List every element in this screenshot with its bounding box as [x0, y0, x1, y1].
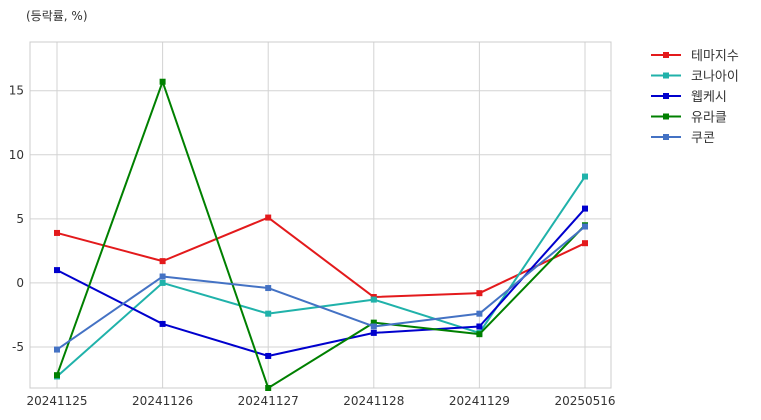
- data-point: [476, 331, 483, 338]
- chart-title: (등락률, %): [26, 9, 88, 23]
- legend-marker: [663, 134, 669, 140]
- y-tick-label: 0: [16, 276, 24, 290]
- y-tick-label: 15: [9, 84, 24, 98]
- data-point: [370, 319, 377, 326]
- legend-entry: 테마지수: [651, 49, 739, 64]
- data-point: [370, 296, 377, 303]
- data-point: [265, 285, 272, 292]
- series-line: [56, 225, 586, 351]
- x-tick-label: 20241129: [449, 394, 510, 408]
- data-point: [54, 229, 60, 236]
- y-tick-label: 10: [9, 148, 24, 162]
- legend-label: 쿠콘: [691, 131, 715, 146]
- data-point: [582, 173, 588, 180]
- data-point: [370, 323, 377, 330]
- data-point: [265, 385, 272, 391]
- data-point: [159, 273, 166, 280]
- legend-label: 유라클: [691, 111, 727, 126]
- y-tick-label: 5: [16, 212, 24, 226]
- series-group: [54, 78, 588, 391]
- data-point: [159, 258, 166, 265]
- legend-marker: [663, 113, 669, 120]
- legend-entry: 웹케시: [651, 90, 727, 105]
- legend-marker: [663, 72, 669, 79]
- data-point: [54, 372, 60, 379]
- data-point: [476, 323, 483, 330]
- plot-frame: [29, 41, 612, 389]
- series-2: [54, 173, 588, 380]
- x-tick-label: 20241126: [132, 394, 193, 408]
- legend-label: 웹케시: [691, 90, 727, 105]
- data-point: [265, 214, 272, 221]
- data-point: [476, 290, 483, 297]
- data-point: [159, 78, 166, 85]
- data-point: [159, 320, 166, 327]
- legend-entry: 코나아이: [651, 70, 739, 85]
- legend-marker: [663, 93, 669, 99]
- y-tick-label: -5: [12, 340, 24, 354]
- data-point: [476, 310, 483, 317]
- data-point: [265, 310, 272, 317]
- data-point: [54, 267, 60, 274]
- x-tick-label: 20241125: [26, 394, 87, 408]
- x-tick-label: 20241128: [343, 394, 404, 408]
- data-point: [265, 352, 272, 359]
- series-line: [56, 207, 586, 357]
- series-3: [54, 205, 588, 359]
- data-point: [54, 346, 60, 353]
- series-line: [56, 216, 586, 299]
- x-tick-label: 20250516: [554, 394, 615, 408]
- legend-entry: 유라클: [651, 111, 727, 126]
- series-line: [56, 175, 586, 378]
- grid: [30, 42, 611, 388]
- legend-marker: [663, 52, 669, 58]
- series-line: [56, 80, 586, 389]
- data-point: [582, 240, 588, 247]
- legend-label: 코나아이: [691, 70, 739, 85]
- axes: 20241125 20241126 20241127 20241128 20241129…: [9, 41, 616, 408]
- legend-entry: 쿠콘: [651, 131, 715, 146]
- x-tick-label: 20241127: [238, 394, 299, 408]
- legend-label: 테마지수: [691, 49, 739, 64]
- data-point: [582, 205, 588, 212]
- series-1: [54, 214, 588, 301]
- data-point: [370, 329, 377, 336]
- data-point: [582, 223, 588, 230]
- data-point: [159, 279, 166, 286]
- series-5: [54, 223, 588, 353]
